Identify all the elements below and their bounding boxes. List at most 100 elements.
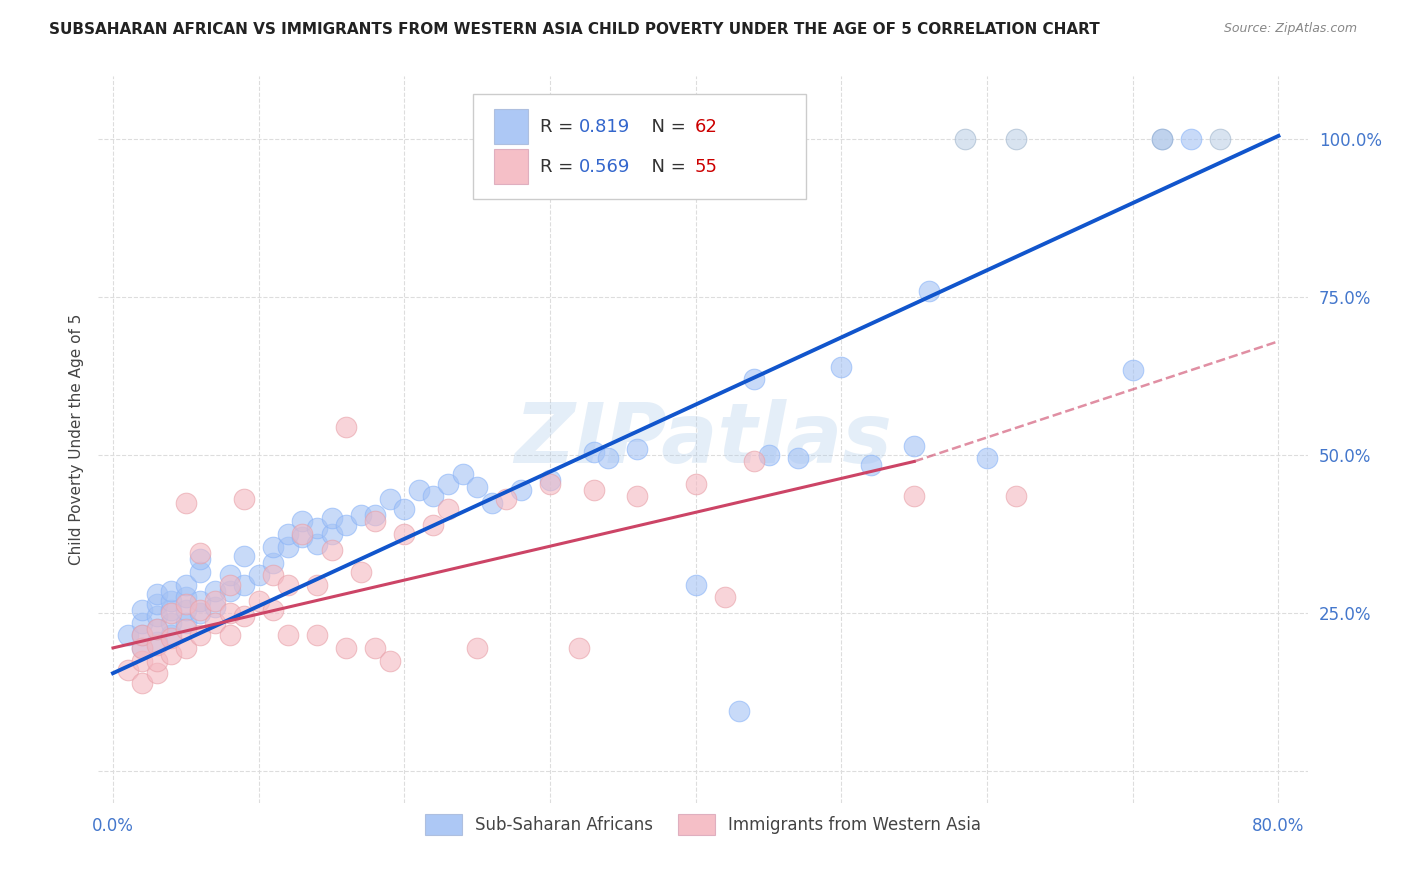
Point <box>204 593 226 607</box>
Point <box>291 530 314 544</box>
Point <box>218 584 240 599</box>
FancyBboxPatch shape <box>474 94 806 200</box>
Point <box>160 632 183 646</box>
Point <box>291 527 314 541</box>
Point <box>218 568 240 582</box>
Point <box>160 615 183 630</box>
Point <box>145 587 167 601</box>
Point <box>145 654 167 668</box>
Text: N =: N = <box>640 118 692 136</box>
Point <box>335 640 357 655</box>
Point <box>305 628 328 642</box>
Point <box>190 628 212 642</box>
Point <box>786 451 808 466</box>
Point <box>742 372 765 386</box>
Point <box>218 606 240 620</box>
Point <box>160 603 183 617</box>
Point <box>378 492 401 507</box>
Point <box>131 628 153 642</box>
Point <box>626 489 648 503</box>
Point <box>277 578 299 592</box>
Point <box>233 549 256 564</box>
Point <box>247 593 270 607</box>
Text: SUBSAHARAN AFRICAN VS IMMIGRANTS FROM WESTERN ASIA CHILD POVERTY UNDER THE AGE O: SUBSAHARAN AFRICAN VS IMMIGRANTS FROM WE… <box>49 22 1099 37</box>
Point <box>131 628 153 642</box>
Point <box>758 448 780 462</box>
Point <box>277 527 299 541</box>
Point <box>145 638 167 652</box>
Point <box>305 536 328 550</box>
Point <box>714 591 737 605</box>
Point <box>291 515 314 529</box>
Point <box>204 615 226 630</box>
Point <box>233 492 256 507</box>
Point <box>233 578 256 592</box>
Point <box>145 609 167 624</box>
Point <box>350 508 373 523</box>
Point <box>218 628 240 642</box>
Point <box>145 622 167 636</box>
Point <box>321 543 343 558</box>
Point <box>204 599 226 614</box>
Point <box>145 597 167 611</box>
Point <box>131 675 153 690</box>
Point <box>918 284 941 298</box>
Text: 55: 55 <box>695 158 717 176</box>
Text: Source: ZipAtlas.com: Source: ZipAtlas.com <box>1223 22 1357 36</box>
Point <box>117 663 139 677</box>
Point <box>131 640 153 655</box>
Point <box>131 615 153 630</box>
Point <box>465 480 488 494</box>
Point <box>160 584 183 599</box>
Point <box>174 597 197 611</box>
Bar <box>494 109 527 145</box>
Point <box>495 492 517 507</box>
Point <box>335 419 357 434</box>
Point <box>394 501 416 516</box>
Point <box>174 495 197 509</box>
Point <box>465 640 488 655</box>
Point <box>364 508 387 523</box>
Point <box>1122 363 1144 377</box>
Point <box>305 578 328 592</box>
Point <box>903 439 925 453</box>
Point <box>955 132 977 146</box>
Y-axis label: Child Poverty Under the Age of 5: Child Poverty Under the Age of 5 <box>69 314 84 565</box>
Point <box>145 634 167 648</box>
Point <box>117 628 139 642</box>
Point <box>247 568 270 582</box>
Point <box>145 622 167 636</box>
Point <box>321 527 343 541</box>
Point <box>437 476 460 491</box>
Point <box>174 591 197 605</box>
Point <box>394 527 416 541</box>
Point <box>1180 132 1202 146</box>
Point <box>598 451 620 466</box>
Point <box>174 603 197 617</box>
Point <box>145 666 167 681</box>
Point <box>582 483 605 497</box>
Point <box>903 489 925 503</box>
Point <box>321 511 343 525</box>
Text: R =: R = <box>540 158 579 176</box>
Point <box>422 517 444 532</box>
Point <box>742 454 765 468</box>
Point <box>568 640 591 655</box>
Point <box>538 474 561 488</box>
Point <box>262 603 284 617</box>
Point <box>160 606 183 620</box>
Point <box>830 359 852 374</box>
Point <box>262 568 284 582</box>
Point <box>378 654 401 668</box>
Point <box>685 476 707 491</box>
Point <box>437 501 460 516</box>
Point <box>218 578 240 592</box>
Point <box>422 489 444 503</box>
Text: 62: 62 <box>695 118 717 136</box>
Point <box>408 483 430 497</box>
Point <box>174 578 197 592</box>
Text: 0.819: 0.819 <box>578 118 630 136</box>
Point <box>364 640 387 655</box>
Point <box>859 458 882 472</box>
Point <box>174 622 197 636</box>
